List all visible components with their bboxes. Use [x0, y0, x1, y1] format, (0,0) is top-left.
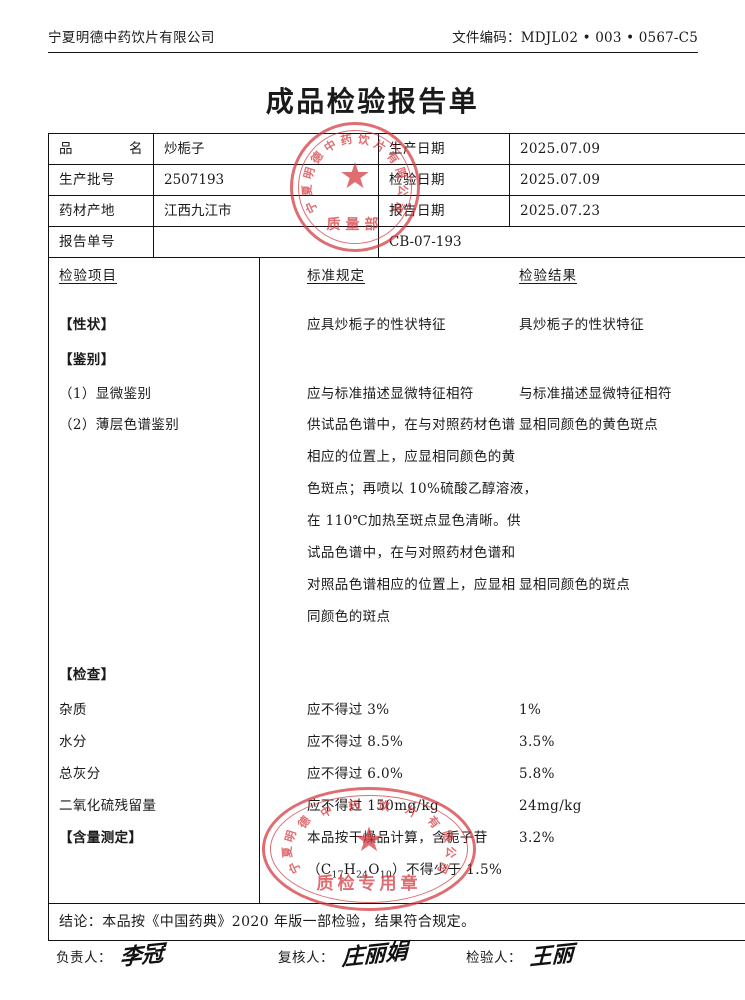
header-divider: [48, 52, 698, 53]
micro-identification-standard: 应与标准描述显微特征相符: [307, 386, 474, 402]
tlc-standard-line-3: 色斑点；再喷以 10%硫酸乙醇溶液，: [307, 481, 538, 497]
character-result: 具炒栀子的性状特征: [519, 317, 645, 333]
assay-standard-line-1: 本品按干燥品计算，含栀子苷: [307, 830, 488, 846]
product-name-value: 炒栀子: [153, 133, 379, 165]
tlc-standard-line-1: 供试品色谱中，在与对照药材色谱: [307, 417, 516, 433]
assay-formula-post: ）不得少于 1.5%: [392, 862, 503, 878]
page-title: 成品检验报告单: [265, 85, 480, 118]
tlc-standard-line-4: 在 110℃加热至斑点显色清晰。供: [307, 513, 521, 529]
report-no-value: CB-07-193: [378, 226, 745, 258]
detail-block: 检验项目 标准规定 检验结果 【性状】 应具炒栀子的性状特征 具炒栀子的性状特征…: [49, 258, 697, 903]
file-code-value: MDJL02 • 003 • 0567-C5: [520, 30, 698, 46]
batch-label: 生产批号: [48, 164, 154, 196]
origin-value: 江西九江市: [153, 195, 379, 227]
tlc-standard-line-5: 试品色谱中，在与对照药材色谱和: [307, 545, 516, 561]
detail-cell: 检验项目 标准规定 检验结果 【性状】 应具炒栀子的性状特征 具炒栀子的性状特征…: [48, 257, 745, 904]
production-date-label: 生产日期: [378, 133, 510, 165]
assay-formula-sub-3: 10: [379, 870, 393, 881]
column-header-item: 检验项目: [59, 268, 117, 284]
tlc-standard-line-7: 同颜色的斑点: [307, 609, 391, 625]
tlc-result-2: 显相同颜色的斑点: [519, 577, 631, 593]
signature-group-manager: 负责人： 李冠: [56, 940, 164, 978]
test-date-label: 检验日期: [378, 164, 510, 196]
signature-row: 负责人： 李冠 复核人： 庄丽娟 检验人： 王丽: [48, 938, 698, 986]
report-no-label: 报告单号: [48, 226, 154, 258]
document-header: 宁夏明德中药饮片有限公司 文件编码：MDJL02 • 003 • 0567-C5: [48, 26, 698, 46]
report-no-spacer: [153, 226, 379, 258]
inspection-result-0: 1%: [519, 702, 542, 718]
batch-value: 2507193: [153, 164, 379, 196]
inspection-standard-3: 应不得过 150mg/kg: [307, 798, 440, 814]
assay-formula-mid-1: H: [343, 862, 357, 878]
micro-identification-result: 与标准描述显微特征相符: [519, 386, 672, 402]
table-row: 生产批号 2507193 检验日期 2025.07.09: [48, 164, 745, 196]
reviewer-label: 复核人：: [278, 950, 334, 966]
table-row: 报告单号 CB-07-193: [48, 226, 745, 258]
inspection-item-0: 杂质: [59, 702, 87, 718]
company-name: 宁夏明德中药饮片有限公司: [48, 30, 215, 46]
detail-row: 检验项目 标准规定 检验结果 【性状】 应具炒栀子的性状特征 具炒栀子的性状特征…: [48, 257, 745, 904]
assay-result: 3.2%: [519, 830, 555, 846]
inspection-result-1: 3.5%: [519, 734, 555, 750]
section-heading-character: 【性状】: [59, 317, 115, 333]
report-date-value: 2025.07.23: [509, 195, 745, 227]
inspector-label: 检验人：: [466, 950, 522, 966]
inspection-standard-2: 应不得过 6.0%: [307, 766, 404, 782]
section-heading-inspection: 【检查】: [59, 667, 115, 683]
column-header-result: 检验结果: [519, 268, 577, 284]
file-code-label: 文件编码：: [452, 30, 521, 46]
reviewer-signature: 庄丽娟: [341, 937, 409, 972]
inspection-standard-1: 应不得过 8.5%: [307, 734, 404, 750]
column-divider: [259, 258, 260, 903]
inspection-standard-0: 应不得过 3%: [307, 702, 390, 718]
section-heading-identification: 【鉴别】: [59, 352, 115, 368]
inspection-result-2: 5.8%: [519, 766, 555, 782]
test-date-value: 2025.07.09: [509, 164, 745, 196]
manager-label: 负责人：: [56, 950, 112, 966]
section-heading-assay: 【含量测定】: [59, 830, 143, 846]
assay-formula-pre: （C: [307, 862, 332, 878]
inspection-item-2: 总灰分: [59, 766, 101, 782]
signature-group-reviewer: 复核人： 庄丽娟: [278, 938, 408, 978]
assay-formula-mid-2: O: [368, 862, 380, 878]
product-name-label: 品 名: [48, 133, 154, 165]
tlc-standard-line-6: 对照品色谱相应的位置上，应显相: [307, 577, 516, 593]
tlc-identification-item: （2）薄层色谱鉴别: [59, 417, 180, 433]
inspector-signature: 王丽: [529, 940, 575, 972]
assay-formula-sub-1: 17: [331, 870, 344, 881]
character-standard: 应具炒栀子的性状特征: [307, 317, 446, 333]
file-code: 文件编码：MDJL02 • 003 • 0567-C5: [452, 26, 698, 46]
assay-standard-line-2: （C17H24O10）不得少于 1.5%: [307, 861, 502, 882]
inspection-item-3: 二氧化硫残留量: [59, 798, 157, 814]
manager-signature: 李冠: [119, 940, 165, 972]
tlc-standard-line-2: 相应的位置上，应显相同颜色的黄: [307, 449, 516, 465]
production-date-value: 2025.07.09: [509, 133, 745, 165]
inspection-item-1: 水分: [59, 734, 87, 750]
tlc-result-1: 显相同颜色的黄色斑点: [519, 417, 658, 433]
inspection-result-3: 24mg/kg: [519, 798, 582, 814]
column-header-standard: 标准规定: [307, 268, 365, 284]
signature-group-inspector: 检验人： 王丽: [466, 940, 574, 978]
origin-label: 药材产地: [48, 195, 154, 227]
assay-formula-sub-2: 24: [356, 870, 369, 881]
micro-identification-item: （1）显微鉴别: [59, 386, 152, 402]
report-date-label: 报告日期: [378, 195, 510, 227]
table-row: 品 名 炒栀子 生产日期 2025.07.09: [48, 133, 745, 165]
report-table: 品 名 炒栀子 生产日期 2025.07.09 生产批号 2507193 检验日…: [48, 133, 745, 941]
table-row: 药材产地 江西九江市 报告日期 2025.07.23: [48, 195, 745, 227]
